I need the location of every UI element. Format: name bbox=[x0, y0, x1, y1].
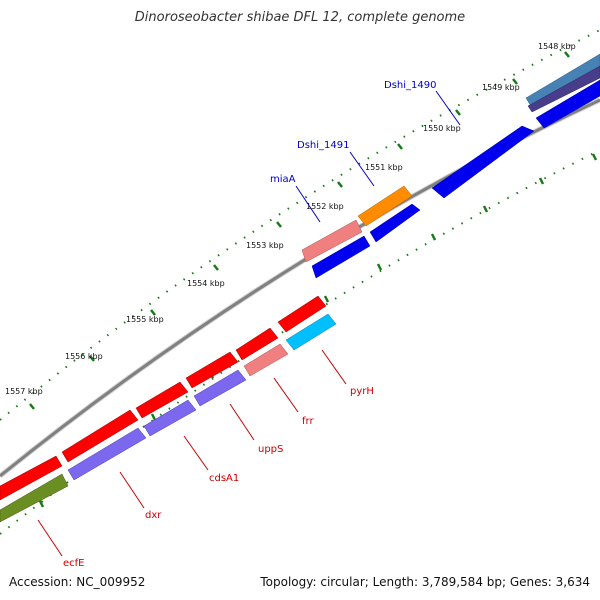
tick-label: 1553 kbp bbox=[246, 241, 284, 250]
gene-label[interactable]: Dshi_1491 bbox=[297, 140, 349, 151]
tick-labels: 1548 kbp 1549 kbp 1550 kbp 1551 kbp 1552… bbox=[5, 42, 576, 396]
tick-label: 1552 kbp bbox=[306, 202, 344, 211]
gene-arrow[interactable] bbox=[357, 185, 413, 227]
gene-arrow[interactable] bbox=[527, 65, 600, 113]
tick-mark bbox=[29, 403, 35, 410]
tick-label: 1556 kbp bbox=[65, 352, 103, 361]
gene-arrow[interactable] bbox=[135, 381, 189, 419]
tick-mark bbox=[430, 233, 437, 241]
reverse-strand-genes bbox=[0, 295, 327, 501]
tick-mark bbox=[150, 413, 157, 421]
gene-block[interactable] bbox=[285, 313, 337, 351]
gene-block[interactable] bbox=[67, 427, 147, 481]
gene-label[interactable]: uppS bbox=[258, 444, 283, 455]
map-title: Dinoroseobacter shibae DFL 12, complete … bbox=[134, 10, 466, 25]
tick-label: 1557 kbp bbox=[5, 387, 43, 396]
gene-block[interactable] bbox=[143, 399, 197, 437]
leader-line bbox=[349, 151, 375, 187]
label-leaders-bottom bbox=[37, 349, 347, 557]
gene-label[interactable]: frr bbox=[302, 416, 314, 427]
gene-label[interactable]: ecfE bbox=[63, 558, 85, 569]
genome-backbone bbox=[0, 97, 600, 478]
tick-mark bbox=[150, 309, 156, 316]
tick-mark bbox=[213, 264, 219, 271]
gene-arrow[interactable] bbox=[277, 295, 327, 333]
leader-line bbox=[295, 185, 321, 223]
tick-mark bbox=[276, 221, 282, 228]
gene-label[interactable]: Dshi_1490 bbox=[384, 80, 436, 91]
inner-track-genes bbox=[0, 313, 337, 523]
gene-labels-top: Dshi_1490 Dshi_1491 miaA bbox=[270, 80, 436, 185]
accession-label: Accession: NC_009952 bbox=[9, 575, 146, 589]
tick-mark bbox=[38, 500, 45, 508]
leader-line bbox=[273, 377, 299, 413]
tick-mark bbox=[397, 143, 403, 150]
tick-mark bbox=[337, 181, 343, 188]
gene-arrow[interactable] bbox=[0, 455, 63, 501]
leader-line bbox=[119, 471, 145, 509]
gene-arrow[interactable] bbox=[61, 409, 139, 463]
gene-block[interactable] bbox=[243, 343, 289, 377]
leader-line bbox=[321, 349, 347, 385]
tick-mark bbox=[482, 205, 489, 213]
forward-strand-genes bbox=[301, 53, 600, 279]
tick-label: 1555 kbp bbox=[126, 315, 164, 324]
gene-label[interactable]: cdsA1 bbox=[209, 473, 239, 484]
gene-arrow[interactable] bbox=[185, 351, 239, 389]
tick-mark bbox=[455, 109, 461, 116]
label-leaders-top bbox=[295, 90, 461, 223]
tick-label: 1549 kbp bbox=[482, 83, 520, 92]
gene-arrow[interactable] bbox=[235, 327, 279, 361]
major-ticks bbox=[29, 51, 598, 508]
gene-label[interactable]: pyrH bbox=[350, 386, 374, 397]
tick-mark bbox=[538, 177, 545, 185]
leader-line bbox=[435, 90, 461, 126]
gene-label[interactable]: miaA bbox=[270, 174, 296, 185]
leader-line bbox=[183, 435, 209, 471]
gene-labels-bottom: pyrH frr uppS cdsA1 dxr ecfE bbox=[63, 386, 374, 569]
gene-arrow[interactable] bbox=[535, 79, 600, 129]
gene-label[interactable]: dxr bbox=[145, 510, 162, 521]
gene-block[interactable] bbox=[0, 473, 69, 523]
tick-mark bbox=[512, 78, 518, 85]
gene-arrow[interactable] bbox=[369, 203, 421, 243]
tick-mark bbox=[89, 355, 95, 362]
tick-mark bbox=[376, 263, 383, 271]
gene-block[interactable] bbox=[193, 369, 247, 407]
tick-label: 1550 kbp bbox=[423, 124, 461, 133]
tick-label: 1551 kbp bbox=[365, 163, 403, 172]
genome-summary-label: Topology: circular; Length: 3,789,584 bp… bbox=[260, 575, 590, 589]
tick-mark bbox=[564, 51, 570, 58]
tick-label: 1554 kbp bbox=[187, 279, 225, 288]
genome-backbone-core bbox=[0, 98, 600, 478]
gene-arrow[interactable] bbox=[431, 125, 535, 199]
leader-line bbox=[229, 403, 255, 441]
leader-line bbox=[37, 519, 63, 557]
gene-arrow[interactable] bbox=[311, 235, 371, 279]
tick-mark bbox=[323, 295, 330, 303]
gene-arrow[interactable] bbox=[301, 219, 363, 263]
tick-label: 1548 kbp bbox=[538, 42, 576, 51]
tick-mark bbox=[591, 153, 598, 161]
